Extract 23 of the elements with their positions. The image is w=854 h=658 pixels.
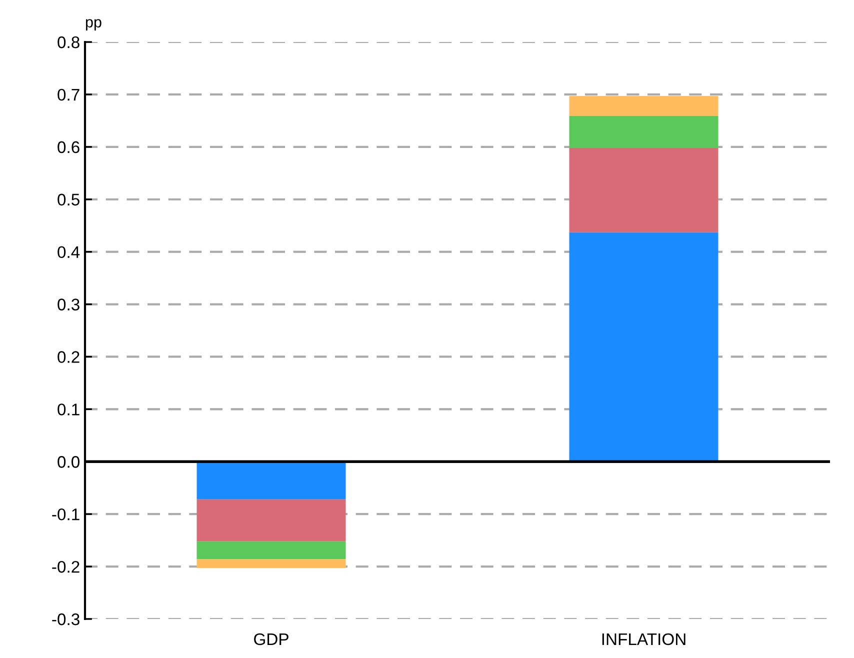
- bar: [569, 96, 718, 116]
- bar: [569, 116, 718, 148]
- y-tick-label: 0.7: [58, 88, 80, 101]
- y-tick-label: 0.1: [58, 404, 80, 416]
- x-tick-label: INFLATION: [602, 633, 686, 646]
- bar: [569, 148, 718, 232]
- bar: [196, 541, 346, 560]
- y-tick-label: 0.8: [58, 36, 80, 48]
- x-tick-label: GDP: [254, 633, 288, 646]
- y-tick-label: 0.4: [58, 246, 80, 258]
- bar: [569, 232, 718, 462]
- bar: [196, 462, 346, 500]
- y-tick-label: -0.2: [52, 560, 80, 573]
- bar: [196, 559, 346, 568]
- y-tick-label: 0.2: [58, 351, 80, 363]
- y-tick-label: 0.3: [58, 298, 80, 310]
- y-axis-title: pp: [86, 19, 102, 30]
- y-tick-label: 0.6: [58, 141, 80, 154]
- y-tick-label: 0.0: [58, 456, 80, 468]
- y-tick-label: -0.3: [52, 613, 80, 626]
- y-tick-label: 0.5: [58, 194, 80, 206]
- bar: [196, 499, 346, 542]
- y-tick-label: -0.1: [52, 508, 80, 520]
